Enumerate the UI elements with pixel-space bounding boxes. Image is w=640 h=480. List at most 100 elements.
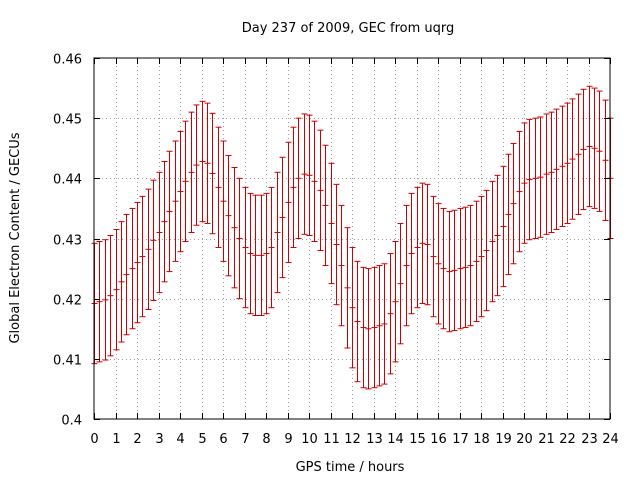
error-bar-point	[333, 183, 340, 306]
y-axis-label: Global Electron Content / GECUs	[8, 132, 23, 343]
x-tick-label: 17	[452, 432, 469, 447]
error-bar-point	[145, 188, 152, 310]
y-tick-label: 0.41	[53, 354, 82, 369]
error-bar-point	[150, 179, 157, 301]
error-bar-point	[306, 114, 313, 236]
error-bar-point	[349, 247, 356, 369]
error-bar-point	[139, 195, 146, 318]
error-bar-point	[430, 195, 437, 318]
x-tick-label: 8	[262, 432, 270, 447]
error-bar-point	[414, 186, 421, 309]
x-tick-label: 10	[301, 432, 318, 447]
x-tick-label: 0	[90, 432, 98, 447]
error-bar-point	[440, 207, 447, 330]
error-bar-point	[457, 207, 464, 330]
error-bar-point	[96, 241, 103, 363]
x-tick-label: 23	[581, 432, 598, 447]
x-tick-label: 13	[366, 432, 383, 447]
error-bar-point	[419, 182, 426, 304]
error-bar-point	[387, 253, 394, 375]
error-bar-point	[360, 266, 367, 389]
x-tick-label: 9	[284, 432, 292, 447]
error-bar-point	[580, 88, 587, 211]
error-bar-point	[596, 90, 603, 212]
y-tick-label: 0.42	[53, 294, 82, 309]
x-tick-label: 4	[176, 432, 184, 447]
error-bar-point	[134, 201, 141, 324]
error-bar-point	[371, 266, 378, 389]
x-tick-label: 16	[430, 432, 447, 447]
y-tick-label: 0.44	[53, 173, 82, 188]
error-bar-point	[274, 171, 281, 294]
error-bar-point	[591, 87, 598, 209]
error-bar-point	[166, 150, 173, 273]
x-tick-label: 2	[133, 432, 141, 447]
y-tick-label: 0.46	[53, 53, 82, 68]
error-bar-point	[279, 156, 286, 279]
error-bar-point	[172, 140, 179, 262]
error-bar-point	[505, 153, 512, 276]
error-bar-point	[446, 210, 453, 333]
error-bar-point	[435, 203, 442, 325]
error-bar-point	[199, 100, 206, 223]
error-bar-point	[467, 204, 474, 327]
error-bar-point	[123, 213, 130, 336]
x-tick-label: 3	[155, 432, 163, 447]
error-bar-point	[575, 93, 582, 215]
error-bar-point	[403, 204, 410, 327]
error-bar-point	[290, 126, 297, 249]
error-bar-point	[424, 183, 431, 306]
x-tick-label: 12	[344, 432, 361, 447]
x-tick-label: 11	[323, 432, 340, 447]
error-bar-point	[129, 207, 136, 330]
error-bar-point	[473, 200, 480, 323]
error-bar-point	[564, 102, 571, 224]
error-bar-point	[177, 130, 184, 253]
error-bar-point	[354, 260, 361, 383]
error-bar-point	[569, 98, 576, 220]
error-bar-point	[338, 204, 345, 327]
error-bar-point	[188, 111, 195, 233]
error-bar-point	[451, 209, 458, 332]
error-bar-point	[252, 194, 259, 317]
error-bar-point	[543, 113, 550, 235]
error-bar-point	[489, 180, 496, 303]
error-bar-point	[462, 206, 469, 329]
x-tick-label: 22	[559, 432, 576, 447]
x-tick-label: 20	[516, 432, 533, 447]
x-tick-label: 15	[409, 432, 426, 447]
error-bar-point	[376, 265, 383, 387]
error-bars	[91, 85, 614, 390]
error-bar-point	[113, 228, 120, 351]
error-bar-point	[102, 239, 109, 361]
y-tick-label: 0.43	[53, 234, 82, 249]
x-axis: 0 1 2 3 4 5 6 7 8 9 10 11 12 13 14 15 16 17 18 19 20 21 22 23 24	[90, 58, 619, 447]
error-bar-point	[204, 102, 211, 224]
error-bar-point	[397, 222, 404, 345]
error-bar-point	[118, 221, 125, 343]
error-bar-point	[521, 122, 528, 244]
error-bar-point	[311, 120, 318, 243]
error-bar-point	[586, 85, 593, 208]
error-bar-point	[156, 171, 163, 294]
error-bar-point	[516, 130, 523, 253]
error-bar-point	[220, 140, 227, 262]
error-bar-point	[526, 118, 533, 241]
x-tick-label: 18	[473, 432, 490, 447]
x-tick-label: 6	[219, 432, 227, 447]
error-bar-point	[285, 141, 292, 264]
error-bar-point	[209, 112, 216, 235]
x-tick-label: 5	[198, 432, 206, 447]
error-bar-point	[494, 174, 501, 297]
error-bar-point	[107, 234, 114, 357]
error-bar-point	[161, 160, 168, 283]
error-bar-point	[317, 129, 324, 252]
error-bar-point	[510, 142, 517, 265]
error-bar-point	[236, 177, 243, 300]
error-bar-point	[548, 111, 555, 233]
x-tick-label: 14	[387, 432, 404, 447]
error-bar-point	[231, 167, 238, 289]
error-bar-point	[392, 241, 399, 363]
error-bar-point	[182, 120, 189, 243]
